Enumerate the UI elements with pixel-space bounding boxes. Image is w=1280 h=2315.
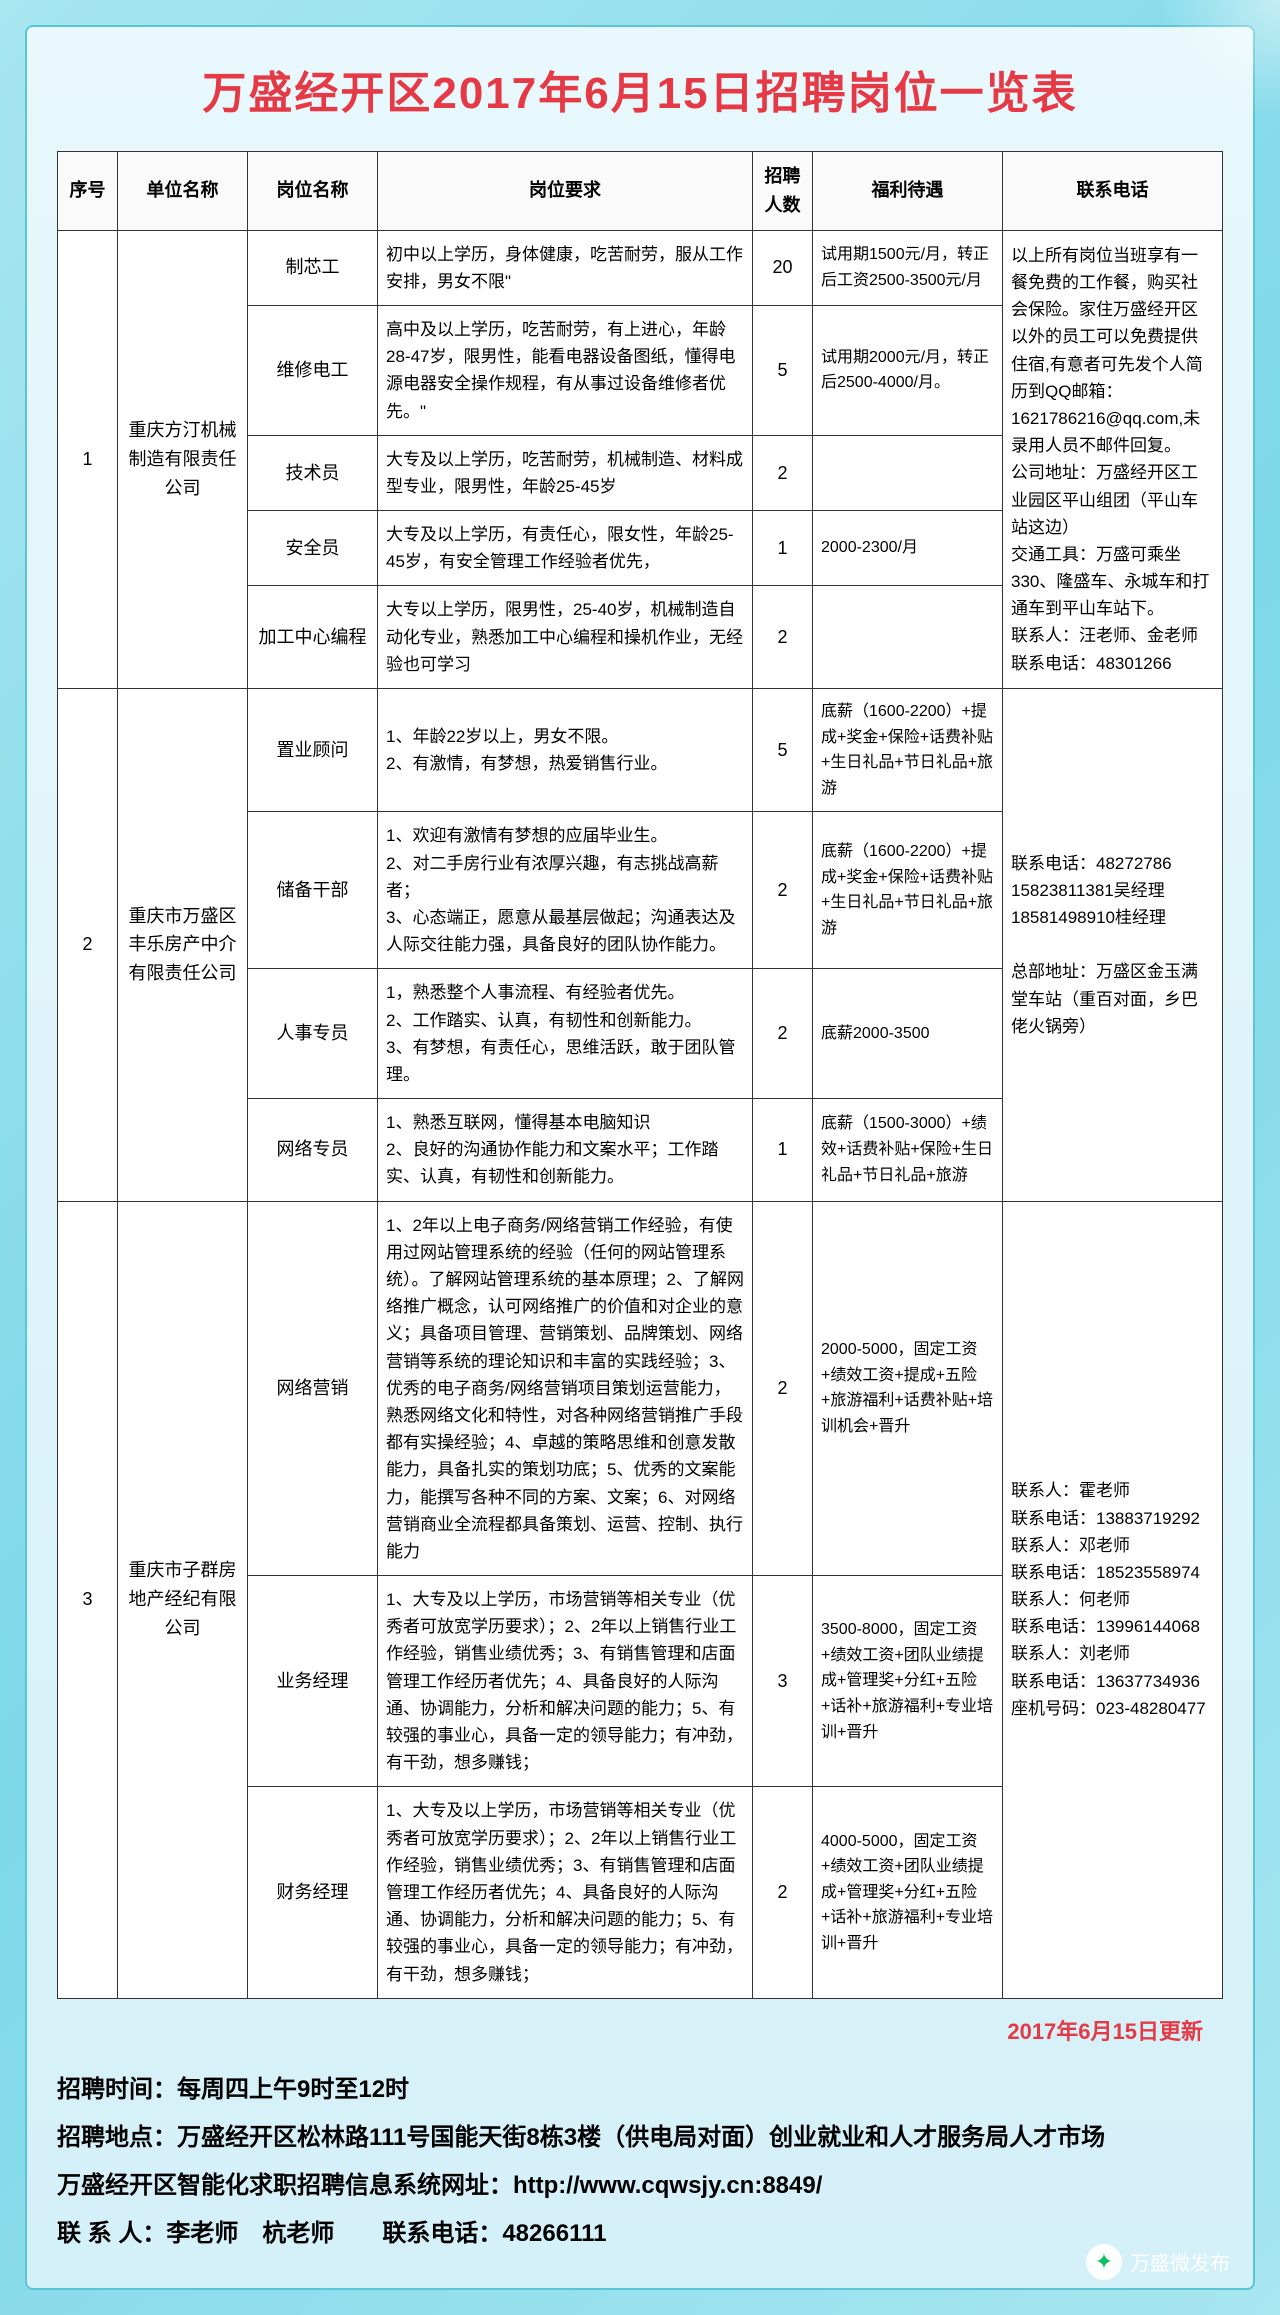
job-table: 序号 单位名称 岗位名称 岗位要求 招聘人数 福利待遇 联系电话 1重庆方汀机械… [57,151,1223,1999]
cell-benefit: 2000-5000，固定工资+绩效工资+提成+五险+旅游福利+话费补贴+培训机会… [813,1201,1003,1575]
update-date: 2017年6月15日更新 [57,2014,1203,2046]
cell-seq: 1 [58,230,118,688]
wechat-badge: ✦ 万盛微发布 [1086,2244,1230,2280]
cell-count: 2 [753,586,813,689]
th-count: 招聘人数 [753,152,813,231]
th-benefit: 福利待遇 [813,152,1003,231]
cell-contact: 以上所有岗位当班享有一餐免费的工作餐，购买社会保险。家住万盛经开区以外的员工可以… [1003,230,1223,688]
cell-position: 财务经理 [248,1787,378,1998]
table-header-row: 序号 单位名称 岗位名称 岗位要求 招聘人数 福利待遇 联系电话 [58,152,1223,231]
cell-benefit: 底薪（1600-2200）+提成+奖金+保险+话费补贴+生日礼品+节日礼品+旅游 [813,689,1003,812]
cell-position: 网络专员 [248,1099,378,1202]
cell-contact: 联系人：霍老师 联系电话：13883719292 联系人：邓老师 联系电话：18… [1003,1201,1223,1998]
footer-place: 招聘地点：万盛经开区松林路111号国能天街8栋3楼（供电局对面）创业就业和人才服… [57,2114,1223,2162]
cell-count: 1 [753,1099,813,1202]
cell-position: 技术员 [248,435,378,510]
cell-position: 网络营销 [248,1201,378,1575]
cell-benefit: 3500-8000，固定工资+绩效工资+团队业绩提成+管理奖+分红+五险+话补+… [813,1576,1003,1787]
cell-seq: 3 [58,1201,118,1998]
cell-benefit: 底薪2000-3500 [813,969,1003,1099]
cell-position: 置业顾问 [248,689,378,812]
cell-requirement: 高中及以上学历，吃苦耐劳，有上进心，年龄28-47岁，限男性，能看电器设备图纸，… [378,305,753,435]
cell-count: 3 [753,1576,813,1787]
footer-url: 万盛经开区智能化求职招聘信息系统网址：http://www.cqwsjy.cn:… [57,2162,1223,2210]
cell-seq: 2 [58,689,118,1202]
wechat-icon: ✦ [1086,2244,1122,2280]
page-frame: 万盛经开区2017年6月15日招聘岗位一览表 序号 单位名称 岗位名称 岗位要求… [0,0,1280,2315]
cell-benefit [813,586,1003,689]
cell-benefit: 2000-2300/月 [813,511,1003,586]
table-row: 2重庆市万盛区丰乐房产中介有限责任公司置业顾问1、年龄22岁以上，男女不限。 2… [58,689,1223,812]
cell-requirement: 大专以上学历，限男性，25-40岁，机械制造自动化专业，熟悉加工中心编程和操机作… [378,586,753,689]
page-title: 万盛经开区2017年6月15日招聘岗位一览表 [57,57,1223,121]
cell-count: 1 [753,511,813,586]
cell-contact: 联系电话：48272786 15823811381吴经理 18581498910… [1003,689,1223,1202]
cell-count: 20 [753,230,813,305]
cell-count: 2 [753,969,813,1099]
footer-time: 招聘时间：每周四上午9时至12时 [57,2066,1223,2114]
cell-requirement: 1、大专及以上学历，市场营销等相关专业（优秀者可放宽学历要求）；2、2年以上销售… [378,1576,753,1787]
cell-position: 加工中心编程 [248,586,378,689]
cell-requirement: 1、年龄22岁以上，男女不限。 2、有激情，有梦想，热爱销售行业。 [378,689,753,812]
cell-requirement: 1、大专及以上学历，市场营销等相关专业（优秀者可放宽学历要求）；2、2年以上销售… [378,1787,753,1998]
th-seq: 序号 [58,152,118,231]
th-contact: 联系电话 [1003,152,1223,231]
cell-count: 2 [753,435,813,510]
cell-count: 5 [753,689,813,812]
wechat-label: 万盛微发布 [1130,2247,1230,2276]
cell-position: 维修电工 [248,305,378,435]
cell-requirement: 大专及以上学历，吃苦耐劳，机械制造、材料成型专业，限男性，年龄25-45岁 [378,435,753,510]
table-row: 1重庆方汀机械制造有限责任公司制芯工初中以上学历，身体健康，吃苦耐劳，服从工作安… [58,230,1223,305]
th-requirement: 岗位要求 [378,152,753,231]
cell-requirement: 1、2年以上电子商务/网络营销工作经验，有使用过网站管理系统的经验（任何的网站管… [378,1201,753,1575]
cell-company: 重庆市万盛区丰乐房产中介有限责任公司 [118,689,248,1202]
cell-benefit: 试用期2000元/月，转正后2500-4000/月。 [813,305,1003,435]
th-company: 单位名称 [118,152,248,231]
cell-count: 2 [753,812,813,969]
table-row: 3重庆市子群房地产经纪有限公司网络营销1、2年以上电子商务/网络营销工作经验，有… [58,1201,1223,1575]
cell-requirement: 1，熟悉整个人事流程、有经验者优先。 2、工作踏实、认真，有韧性和创新能力。 3… [378,969,753,1099]
cell-company: 重庆方汀机械制造有限责任公司 [118,230,248,688]
cell-position: 制芯工 [248,230,378,305]
cell-benefit: 试用期1500元/月，转正后工资2500-3500元/月 [813,230,1003,305]
cell-benefit: 底薪（1600-2200）+提成+奖金+保险+话费补贴+生日礼品+节日礼品+旅游 [813,812,1003,969]
cell-requirement: 大专及以上学历，有责任心，限女性，年龄25-45岁，有安全管理工作经验者优先， [378,511,753,586]
cell-position: 业务经理 [248,1576,378,1787]
cell-requirement: 1、熟悉互联网，懂得基本电脑知识 2、良好的沟通协作能力和文案水平；工作踏实、认… [378,1099,753,1202]
footer-person: 联 系 人：李老师 杭老师 联系电话：48266111 [57,2210,1223,2258]
cell-requirement: 初中以上学历，身体健康，吃苦耐劳，服从工作安排，男女不限" [378,230,753,305]
cell-benefit: 底薪（1500-3000）+绩效+话费补贴+保险+生日礼品+节日礼品+旅游 [813,1099,1003,1202]
content-panel: 万盛经开区2017年6月15日招聘岗位一览表 序号 单位名称 岗位名称 岗位要求… [25,25,1255,2290]
cell-position: 安全员 [248,511,378,586]
cell-count: 2 [753,1201,813,1575]
cell-benefit [813,435,1003,510]
cell-position: 人事专员 [248,969,378,1099]
footer-info: 招聘时间：每周四上午9时至12时 招聘地点：万盛经开区松林路111号国能天街8栋… [57,2066,1223,2258]
th-position: 岗位名称 [248,152,378,231]
cell-benefit: 4000-5000，固定工资+绩效工资+团队业绩提成+管理奖+分红+五险+话补+… [813,1787,1003,1998]
cell-position: 储备干部 [248,812,378,969]
cell-company: 重庆市子群房地产经纪有限公司 [118,1201,248,1998]
cell-count: 2 [753,1787,813,1998]
cell-count: 5 [753,305,813,435]
cell-requirement: 1、欢迎有激情有梦想的应届毕业生。 2、对二手房行业有浓厚兴趣，有志挑战高薪者；… [378,812,753,969]
